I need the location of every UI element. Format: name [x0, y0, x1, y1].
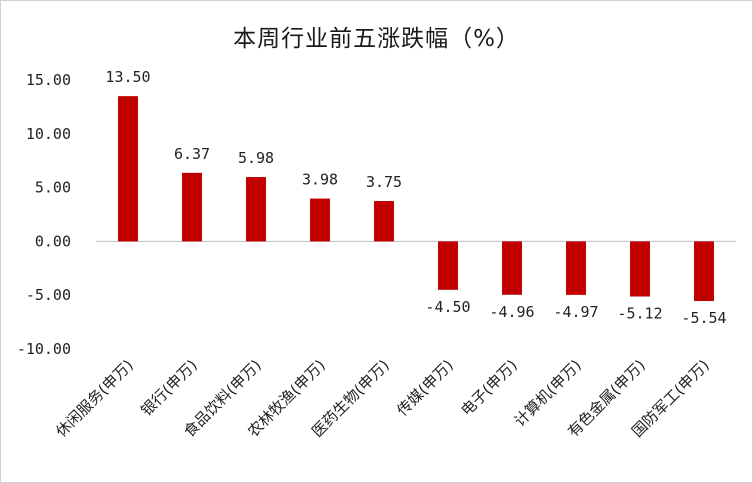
data-label: -5.54 — [681, 309, 726, 327]
y-tick-label: 0.00 — [35, 232, 71, 250]
data-label: 13.50 — [105, 68, 150, 86]
bar — [310, 198, 330, 242]
data-label: 3.75 — [366, 173, 402, 191]
bar — [566, 241, 586, 295]
data-label: -4.97 — [553, 303, 598, 321]
category-label: 银行(申万) — [137, 356, 200, 419]
data-label: -4.96 — [489, 303, 534, 321]
chart-title: 本周行业前五涨跌幅（%） — [233, 26, 520, 52]
data-label: 6.37 — [174, 145, 210, 163]
data-label: -4.50 — [425, 298, 470, 316]
y-tick-label: 5.00 — [35, 179, 71, 197]
bar — [246, 177, 266, 242]
y-tick-label: -5.00 — [26, 286, 71, 304]
bar — [182, 172, 202, 242]
category-label: 电子(申万) — [457, 356, 520, 419]
y-tick-label: 10.00 — [26, 125, 71, 143]
data-label: -5.12 — [617, 304, 662, 322]
bar — [630, 241, 650, 297]
y-tick-label: -10.00 — [17, 340, 71, 358]
bar — [502, 241, 522, 295]
data-label: 3.98 — [302, 171, 338, 189]
y-tick-label: 15.00 — [26, 71, 71, 89]
category-label: 传媒(申万) — [393, 356, 456, 419]
bar — [438, 241, 458, 290]
bar — [694, 241, 714, 302]
data-label: 5.98 — [238, 149, 274, 167]
bar — [118, 96, 138, 242]
bar — [374, 201, 394, 242]
category-label: 休闲服务(申万) — [52, 356, 137, 441]
